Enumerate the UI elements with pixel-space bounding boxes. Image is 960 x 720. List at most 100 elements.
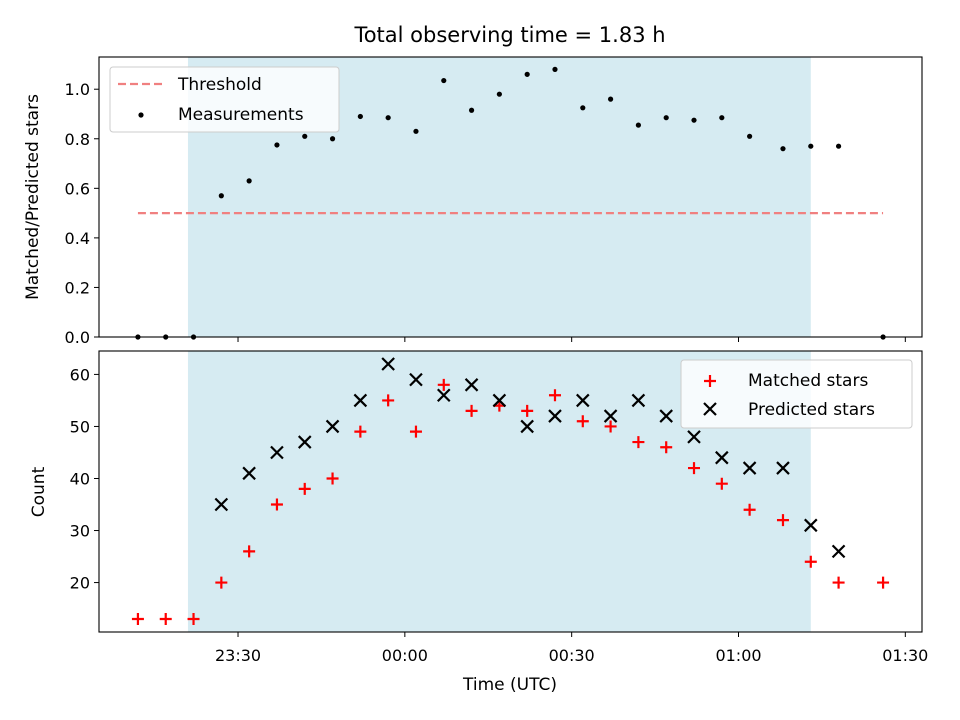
legend-matched-swatch (704, 375, 716, 387)
x-tick-label: 23:30 (215, 646, 261, 665)
count-y-axis-label: Count (29, 466, 49, 517)
ratio-y-tick-label: 0.4 (65, 229, 90, 248)
measurement-point (691, 117, 697, 123)
predicted-stars-point (548, 409, 562, 423)
matched-stars-point (660, 441, 673, 454)
measurement-point (780, 146, 786, 152)
count-y-tick-label: 40 (70, 469, 90, 488)
count-legend: Matched stars Predicted stars (680, 359, 913, 429)
measurement-point (274, 142, 280, 148)
measurement-point (635, 122, 641, 128)
predicted-stars-point (381, 357, 395, 371)
predicted-stars-point (297, 435, 312, 449)
count-panel: 20 30 40 50 60 23:30 00:00 00:30 01:00 01:30 Coun… (29, 350, 928, 695)
predicted-stars-point (776, 461, 790, 475)
matched-stars-point (632, 436, 645, 449)
matched-stars-point (465, 404, 478, 417)
predicted-stars-point (576, 393, 590, 408)
legend-threshold-label: Threshold (177, 75, 262, 95)
matched-stars-point (804, 555, 817, 568)
count-y-tick-label: 60 (70, 365, 90, 384)
matched-stars-point (521, 404, 534, 417)
legend-predicted-label: Predicted stars (748, 400, 875, 420)
predicted-stars-point (659, 409, 673, 423)
matched-stars-point (877, 576, 890, 589)
measurement-point (808, 143, 814, 149)
legend-measurements-swatch (138, 112, 144, 118)
measurement-point (329, 136, 336, 142)
predicted-stars-point (325, 419, 340, 434)
matched-stars-point (382, 394, 395, 407)
predicted-stars-point (520, 419, 534, 434)
x-tick-label: 00:00 (382, 646, 428, 665)
count-y-tick-label: 50 (70, 417, 90, 436)
predicted-stars-point (715, 450, 729, 465)
matched-stars-point (215, 576, 228, 589)
ratio-y-axis-label: Matched/Predicted stars (23, 94, 43, 300)
predicted-stars-point (270, 445, 284, 460)
matched-stars-point (715, 477, 728, 490)
predicted-stars-point (409, 372, 423, 387)
predicted-stars-point (353, 393, 368, 408)
legend-matched-label: Matched stars (748, 371, 868, 391)
measurement-point (357, 113, 363, 120)
ratio-legend-box (109, 66, 340, 133)
predicted-stars-point (631, 393, 646, 408)
ratio-y-tick-label: 0.2 (65, 278, 90, 297)
legend-predicted-swatch (703, 402, 717, 416)
measurement-point (302, 133, 308, 139)
predicted-stars-point (436, 388, 451, 403)
matched-stars-point (437, 378, 450, 391)
count-legend-box (680, 359, 913, 429)
matched-stars-point (604, 420, 617, 433)
matched-stars-point (409, 425, 422, 438)
measurement-point (385, 115, 391, 121)
measurement-point (496, 91, 502, 97)
matched-stars-point (159, 612, 172, 625)
matched-stars-point (187, 612, 200, 625)
x-axis-label: Time (UTC) (462, 675, 557, 695)
measurement-point (607, 96, 614, 102)
predicted-stars-point (742, 461, 757, 475)
matched-stars-point (743, 503, 756, 516)
measurement-point (552, 66, 558, 72)
ratio-y-tick-label: 0.8 (65, 130, 90, 149)
predicted-stars-point (492, 393, 507, 408)
predicted-stars-point (831, 544, 846, 559)
predicted-stars-point (214, 497, 229, 512)
predicted-stars-point (804, 518, 818, 533)
count-plot-frame (98, 350, 923, 633)
ratio-y-tick-label: 0.0 (65, 328, 90, 347)
x-tick-label: 01:30 (882, 646, 928, 665)
matched-stars-point (576, 415, 589, 428)
predicted-stars-point (603, 409, 618, 423)
ratio-plot-frame (98, 56, 923, 338)
matched-stars-point (326, 472, 339, 485)
matched-stars-point (243, 545, 256, 558)
predicted-stars-point (687, 430, 701, 444)
ratio-panel: 0.0 0.2 0.4 0.6 0.8 1.0 Matched/Predicted sta… (23, 56, 923, 347)
x-tick-label: 01:00 (715, 646, 761, 665)
matched-stars-point (688, 462, 701, 475)
matched-stars-point (548, 389, 561, 402)
measurement-point (246, 178, 252, 184)
ratio-y-tick-label: 1.0 (65, 80, 90, 99)
predicted-stars-point (242, 466, 256, 481)
matched-stars-point (270, 498, 283, 511)
measurement-point (413, 128, 419, 134)
measurement-point (835, 143, 842, 149)
x-tick-label: 00:30 (549, 646, 595, 665)
measurement-point (580, 105, 586, 111)
count-y-tick-label: 30 (70, 522, 90, 541)
measurement-point (468, 107, 475, 113)
predicted-stars-point (464, 378, 479, 392)
ratio-y-tick-label: 0.6 (65, 179, 90, 198)
matched-stars-point (776, 514, 789, 527)
legend-measurements-label: Measurements (178, 105, 304, 125)
matched-stars-point (298, 482, 311, 495)
measurement-point (719, 115, 725, 121)
measurement-point (524, 71, 530, 77)
measurement-point (441, 77, 447, 84)
measurement-point (747, 133, 753, 139)
